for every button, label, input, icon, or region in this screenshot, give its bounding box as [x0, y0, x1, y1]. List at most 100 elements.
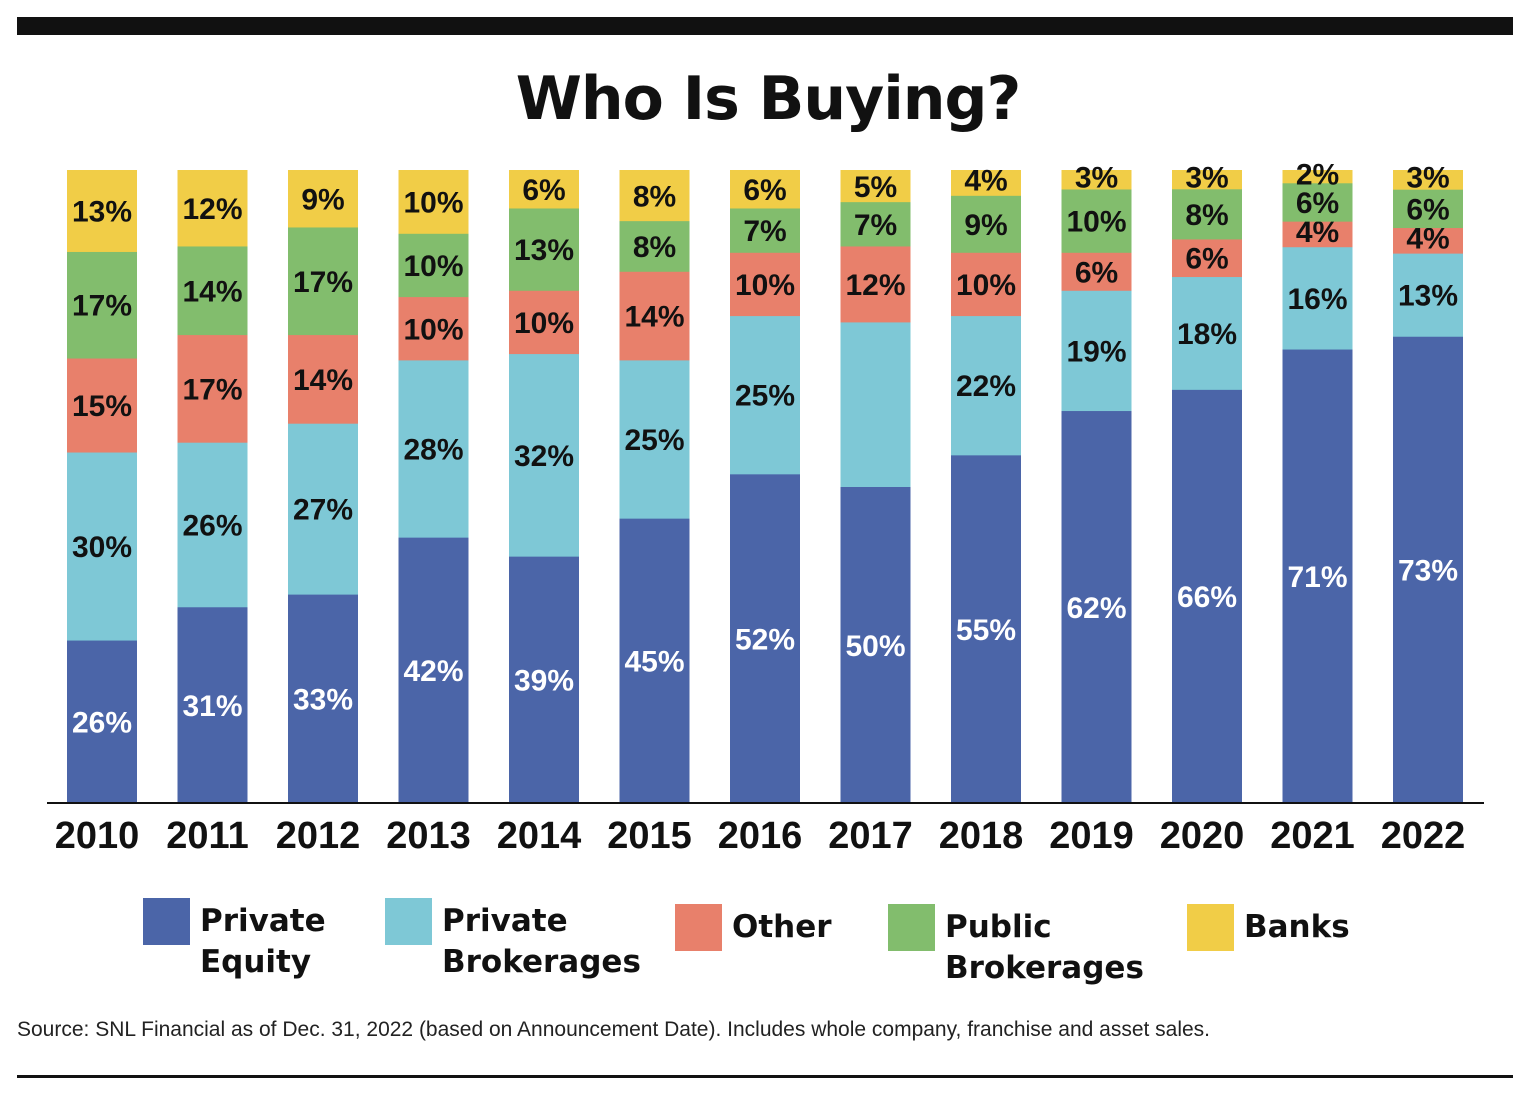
data-label-private-equity-2013: 42% — [403, 655, 463, 688]
bar-segment-banks-2018 — [951, 170, 1021, 196]
legend-label-private-brokerages: Private Brokerages — [442, 903, 641, 980]
x-tick-label-2015: 2015 — [607, 815, 692, 857]
bar-segment-public-brokerages-2020 — [1172, 188, 1242, 240]
bar-segment-banks-2012 — [288, 170, 358, 228]
legend-item-other: Other — [675, 904, 832, 951]
bar-segment-public-brokerages-2012 — [288, 226, 358, 336]
bar-segment-public-brokerages-2010 — [67, 251, 137, 359]
data-label-other-2018: 10% — [956, 269, 1016, 302]
bar-segment-private-equity-2019 — [1061, 410, 1132, 804]
data-label-other-2020: 6% — [1185, 243, 1228, 276]
data-label-private-equity-2021: 71% — [1287, 561, 1347, 594]
bar-segment-other-2010 — [67, 358, 137, 453]
x-tick-label-2021: 2021 — [1270, 815, 1355, 857]
bar-segment-banks-2021 — [1282, 170, 1353, 184]
bar-segment-other-2014 — [509, 290, 579, 355]
data-label-private-brokerages-2018: 22% — [956, 370, 1016, 403]
data-label-private-brokerages-2022: 13% — [1398, 280, 1458, 313]
bar-segment-private-equity-2018 — [951, 454, 1021, 804]
bar-segment-other-2022 — [1393, 227, 1463, 254]
bar-segment-private-brokerages-2010 — [67, 452, 137, 641]
data-label-other-2015: 14% — [624, 301, 684, 334]
chart-title: Who Is Buying? — [515, 64, 1022, 134]
bar-segment-other-2021 — [1282, 221, 1353, 248]
bottom-rule — [17, 1075, 1513, 1078]
bar-segment-banks-2016 — [730, 170, 800, 209]
data-label-other-2014: 10% — [514, 307, 574, 340]
bar-segment-private-equity-2015 — [619, 518, 690, 804]
data-label-banks-2011: 12% — [182, 193, 242, 226]
data-label-banks-2014: 6% — [522, 174, 565, 207]
data-label-public-brokerages-2019: 10% — [1066, 206, 1126, 239]
legend-swatch-other — [675, 904, 722, 951]
data-label-banks-2018: 4% — [964, 165, 1007, 198]
legend-item-banks: Banks — [1187, 904, 1350, 951]
legend-label-banks: Banks — [1244, 909, 1350, 945]
legend-swatch-private-equity — [143, 898, 190, 945]
bar-segment-other-2016 — [730, 252, 800, 317]
legend-swatch-private-brokerages — [385, 898, 432, 945]
data-label-private-equity-2012: 33% — [293, 684, 353, 717]
bar-segment-other-2018 — [951, 252, 1021, 317]
bar-segment-public-brokerages-2019 — [1061, 188, 1132, 253]
data-label-other-2019: 6% — [1075, 256, 1118, 289]
data-label-private-equity-2016: 52% — [735, 623, 795, 656]
bar-segment-private-brokerages-2016 — [730, 315, 800, 475]
data-label-private-brokerages-2014: 32% — [514, 440, 574, 473]
bar-segment-private-brokerages-2021 — [1282, 246, 1353, 350]
data-label-banks-2010: 13% — [72, 196, 132, 229]
legend-item-private-equity: Private Equity — [143, 898, 326, 983]
data-label-private-brokerages-2011: 26% — [182, 509, 242, 542]
data-label-banks-2022: 3% — [1406, 162, 1449, 195]
bar-segment-public-brokerages-2021 — [1282, 182, 1353, 222]
data-label-banks-2020: 3% — [1185, 161, 1228, 194]
data-label-public-brokerages-2011: 14% — [182, 275, 242, 308]
bar-segment-private-equity-2014 — [509, 556, 579, 804]
bar-segment-private-equity-2021 — [1282, 349, 1353, 804]
data-label-public-brokerages-2014: 13% — [514, 234, 574, 267]
x-tick-label-2013: 2013 — [386, 815, 471, 857]
legend-label-other: Other — [732, 909, 832, 945]
data-label-private-equity-2011: 31% — [182, 690, 242, 723]
source-note: Source: SNL Financial as of Dec. 31, 202… — [17, 1018, 1211, 1041]
bar-segment-public-brokerages-2014 — [509, 207, 579, 291]
bar-segment-other-2013 — [398, 296, 469, 361]
bar-segment-banks-2019 — [1061, 170, 1132, 190]
data-label-public-brokerages-2013: 10% — [403, 250, 463, 283]
data-label-public-brokerages-2021: 6% — [1296, 187, 1339, 220]
data-label-private-brokerages-2020: 18% — [1177, 318, 1237, 351]
bar-segment-private-brokerages-2019 — [1061, 290, 1132, 412]
bar-segment-public-brokerages-2013 — [398, 233, 469, 298]
data-label-private-equity-2018: 55% — [956, 614, 1016, 647]
legend-item-private-brokerages: Private Brokerages — [385, 898, 641, 983]
bar-segment-private-brokerages-2018 — [951, 315, 1021, 456]
legend-swatch-public-brokerages — [888, 904, 935, 951]
data-label-public-brokerages-2010: 17% — [72, 290, 132, 323]
bar-segment-banks-2015 — [619, 170, 690, 222]
legend-label-private-equity: Private Equity — [200, 903, 326, 980]
data-label-private-equity-2017: 50% — [845, 630, 905, 663]
bar-segment-public-brokerages-2015 — [619, 220, 690, 272]
bar-segment-other-2011 — [177, 334, 248, 443]
x-tick-label-2010: 2010 — [55, 815, 140, 857]
data-label-other-2013: 10% — [403, 313, 463, 346]
x-tick-label-2019: 2019 — [1049, 815, 1134, 857]
data-label-other-2011: 17% — [182, 373, 242, 406]
legend: Private Equity Private Brokerages Other … — [0, 898, 1536, 998]
data-label-private-equity-2014: 39% — [514, 665, 574, 698]
data-label-banks-2016: 6% — [743, 174, 786, 207]
bar-segment-banks-2011 — [177, 170, 248, 247]
data-label-public-brokerages-2017: 7% — [854, 209, 897, 242]
legend-label-public-brokerages: Public Brokerages — [945, 909, 1144, 986]
data-label-private-brokerages-2013: 28% — [403, 434, 463, 467]
data-label-other-2010: 15% — [72, 390, 132, 423]
data-label-private-brokerages-2016: 25% — [735, 380, 795, 413]
data-label-other-2012: 14% — [293, 364, 353, 397]
bar-segment-private-equity-2020 — [1172, 389, 1242, 804]
x-tick-label-2012: 2012 — [276, 815, 361, 857]
data-label-public-brokerages-2012: 17% — [293, 266, 353, 299]
bar-segment-other-2020 — [1172, 238, 1242, 278]
bar-segment-other-2012 — [288, 334, 358, 424]
bar-segment-private-equity-2016 — [730, 473, 800, 804]
data-label-private-equity-2019: 62% — [1066, 592, 1126, 625]
